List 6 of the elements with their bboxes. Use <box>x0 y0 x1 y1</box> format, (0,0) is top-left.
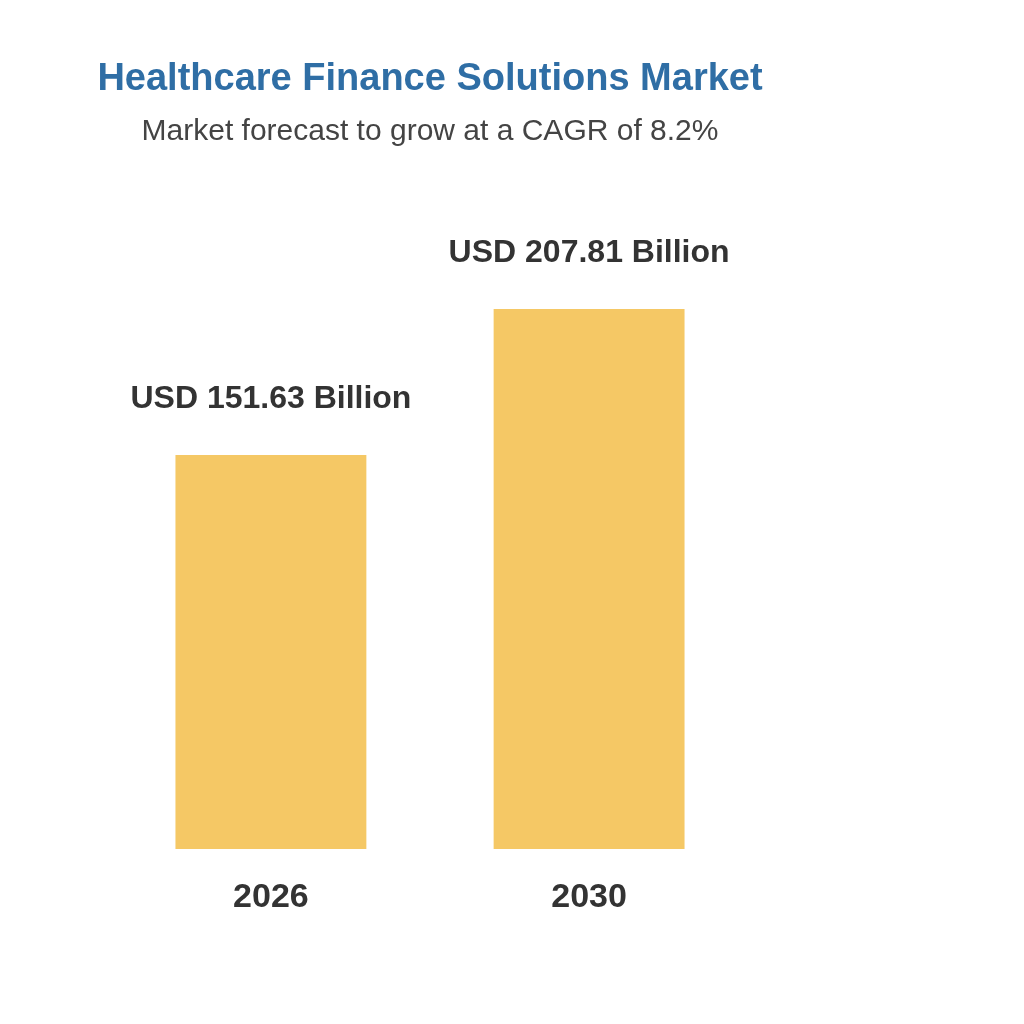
chart-title: Healthcare Finance Solutions Market <box>97 56 763 98</box>
chart-subtitle: Market forecast to grow at a CAGR of 8.2% <box>141 113 719 146</box>
x-tick-label: 2030 <box>551 875 627 914</box>
data-label: USD 151.63 Billion <box>130 378 412 415</box>
x-tick-label: 2026 <box>233 875 309 914</box>
data-label: USD 207.81 Billion <box>448 233 730 269</box>
